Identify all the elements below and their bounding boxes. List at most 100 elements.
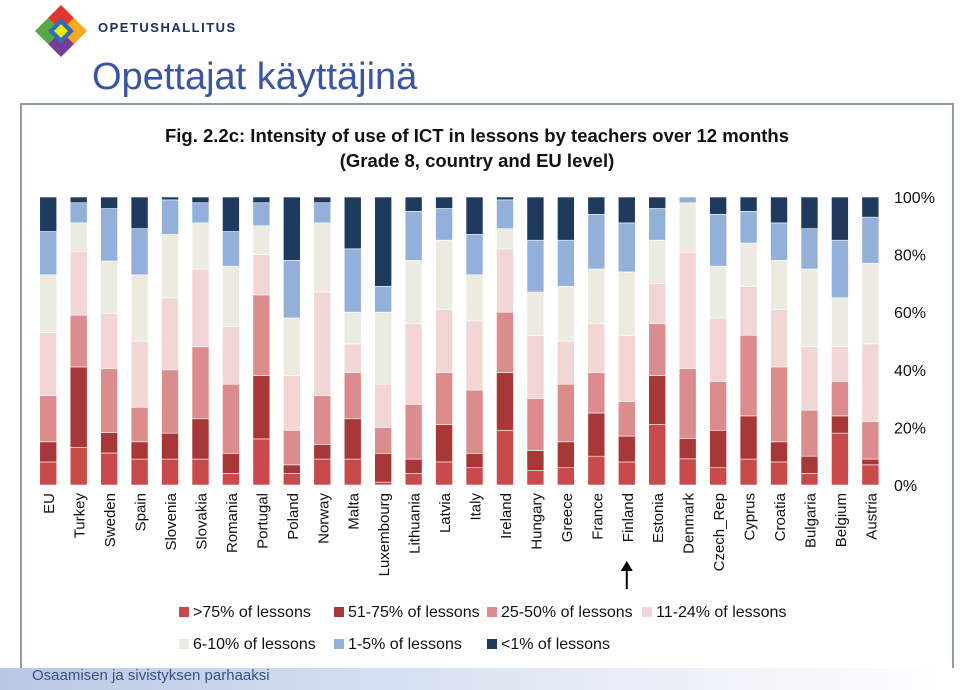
bar-segment-portugal-5 — [252, 202, 271, 227]
bar-segment-belgium-3 — [831, 346, 849, 382]
bar-segment-sweden-4 — [100, 260, 118, 314]
x-tick-label-poland: Poland — [285, 493, 302, 540]
bar-segment-croatia-3 — [770, 309, 788, 368]
bar-segment-latvia-6 — [435, 196, 453, 209]
highlight-arrow-head — [620, 561, 633, 571]
bar-segment-eu-3 — [39, 332, 58, 397]
bar-segment-sweden-2 — [100, 368, 118, 433]
bar-segment-ireland-6 — [496, 196, 514, 201]
bar-segment-luxembourg-4 — [374, 311, 392, 385]
bar-segment-portugal-6 — [252, 196, 271, 204]
legend-swatch-4 — [179, 639, 189, 649]
bar-segment-greece-3 — [557, 340, 575, 385]
bar-segment-luxembourg-2 — [374, 427, 392, 454]
opetushallitus-logo — [35, 5, 87, 57]
bar-segment-hungary-4 — [526, 291, 545, 336]
bar-segment-italy-0 — [465, 467, 484, 486]
bar-segment-luxembourg-5 — [374, 285, 392, 313]
chart-panel: Fig. 2.2c: Intensity of use of ICT in le… — [20, 103, 954, 672]
bar-segment-greece-5 — [557, 239, 575, 287]
bar-segment-poland-6 — [283, 196, 301, 261]
bar-segment-finland-2 — [617, 401, 636, 437]
bar-segment-austria-3 — [861, 343, 880, 422]
bar-segment-greece-0 — [557, 467, 575, 486]
bar-segment-luxembourg-0 — [374, 481, 392, 486]
x-tick-label-lithuania: Lithuania — [407, 492, 424, 554]
bar-segment-estonia-0 — [648, 424, 667, 486]
bar-segment-czech_rep-1 — [709, 429, 727, 469]
legend: >75% of lessons 51-75% of lessons 25-50% o… — [179, 604, 786, 653]
bar-segment-estonia-6 — [648, 196, 667, 209]
bar-segment-finland-3 — [617, 334, 636, 402]
bar-segment-slovenia-2 — [161, 369, 179, 434]
bar-segment-lithuania-3 — [404, 323, 423, 405]
bar-segment-france-1 — [587, 412, 606, 457]
bar-segment-eu-6 — [39, 196, 58, 232]
bar-segment-cyprus-2 — [739, 334, 758, 417]
bar-segment-malta-4 — [343, 311, 362, 345]
legend-swatch-6 — [487, 639, 497, 649]
bar-segment-italy-2 — [465, 389, 484, 454]
bar-segment-austria-4 — [861, 262, 880, 345]
y-tick-label: 40% — [894, 363, 926, 380]
bar-segment-latvia-0 — [435, 461, 453, 486]
bar-segment-finland-5 — [617, 222, 636, 273]
bar-segment-slovenia-5 — [161, 199, 179, 235]
bar-segment-slovakia-1 — [191, 418, 210, 460]
x-tick-label-italy: Italy — [468, 493, 485, 521]
bar-segment-eu-1 — [39, 441, 58, 463]
bar-segment-czech_rep-6 — [709, 196, 727, 215]
bar-segment-sweden-3 — [100, 313, 118, 369]
x-tick-label-czech_rep: Czech_Rep — [711, 493, 728, 571]
bar-segment-malta-2 — [343, 372, 362, 420]
bar-segment-norway-6 — [313, 196, 332, 204]
legend-label-6: <1% of lessons — [501, 636, 610, 653]
bar-segment-belgium-6 — [831, 196, 849, 241]
bar-segment-cyprus-3 — [739, 285, 758, 336]
bar-segment-norway-3 — [313, 291, 332, 397]
bar-segment-luxembourg-3 — [374, 383, 392, 428]
bar-segment-lithuania-1 — [404, 458, 423, 474]
bar-segment-romania-2 — [222, 383, 240, 454]
x-tick-label-luxembourg: Luxembourg — [376, 493, 393, 576]
bar-segment-slovakia-5 — [191, 202, 210, 224]
bar-segment-italy-4 — [465, 274, 484, 322]
bar-segment-norway-2 — [313, 395, 332, 445]
bar-segment-turkey-1 — [69, 366, 88, 448]
bar-segment-croatia-2 — [770, 366, 788, 443]
bar-segment-hungary-0 — [526, 470, 545, 486]
bar-segment-ireland-4 — [496, 228, 514, 250]
x-axis: EU Turkey Sweden Spain Slovenia Slovakia Roman… — [41, 492, 880, 589]
x-tick-label-bulgaria: Bulgaria — [802, 492, 819, 548]
bar-segment-eu-5 — [39, 231, 58, 276]
x-tick-label-portugal: Portugal — [254, 493, 271, 549]
bar-segment-slovakia-0 — [191, 458, 210, 486]
bar-segment-italy-6 — [465, 196, 484, 235]
bar-segment-luxembourg-6 — [374, 196, 392, 287]
bar-segment-cyprus-4 — [739, 242, 758, 287]
bar-segment-latvia-3 — [435, 309, 453, 373]
x-tick-label-spain: Spain — [133, 493, 150, 531]
bar-segment-slovenia-3 — [161, 297, 179, 371]
bar-segment-lithuania-2 — [404, 404, 423, 460]
bar-segment-hungary-6 — [526, 196, 545, 241]
bar-segment-latvia-2 — [435, 372, 453, 425]
bar-segment-malta-5 — [343, 248, 362, 313]
bar-segment-spain-0 — [130, 458, 149, 486]
bar-segment-portugal-0 — [252, 438, 271, 486]
bar-segment-eu-4 — [39, 274, 58, 333]
x-tick-label-finland: Finland — [620, 493, 637, 542]
bar-segment-austria-6 — [861, 196, 880, 218]
bar-segment-spain-3 — [130, 340, 149, 408]
bar-segment-austria-5 — [861, 216, 880, 264]
bar-segment-croatia-1 — [770, 441, 788, 463]
x-tick-label-slovakia: Slovakia — [193, 492, 210, 549]
legend-label-1: 51-75% of lessons — [348, 604, 480, 621]
x-tick-label-hungary: Hungary — [528, 493, 545, 550]
bar-segment-france-6 — [587, 196, 606, 215]
bar-segment-france-5 — [587, 213, 606, 270]
bar-segment-denmark-2 — [678, 368, 697, 439]
bar-segment-cyprus-1 — [739, 415, 758, 460]
bar-segment-bulgaria-1 — [800, 455, 819, 474]
bar-segment-cyprus-5 — [739, 211, 758, 244]
